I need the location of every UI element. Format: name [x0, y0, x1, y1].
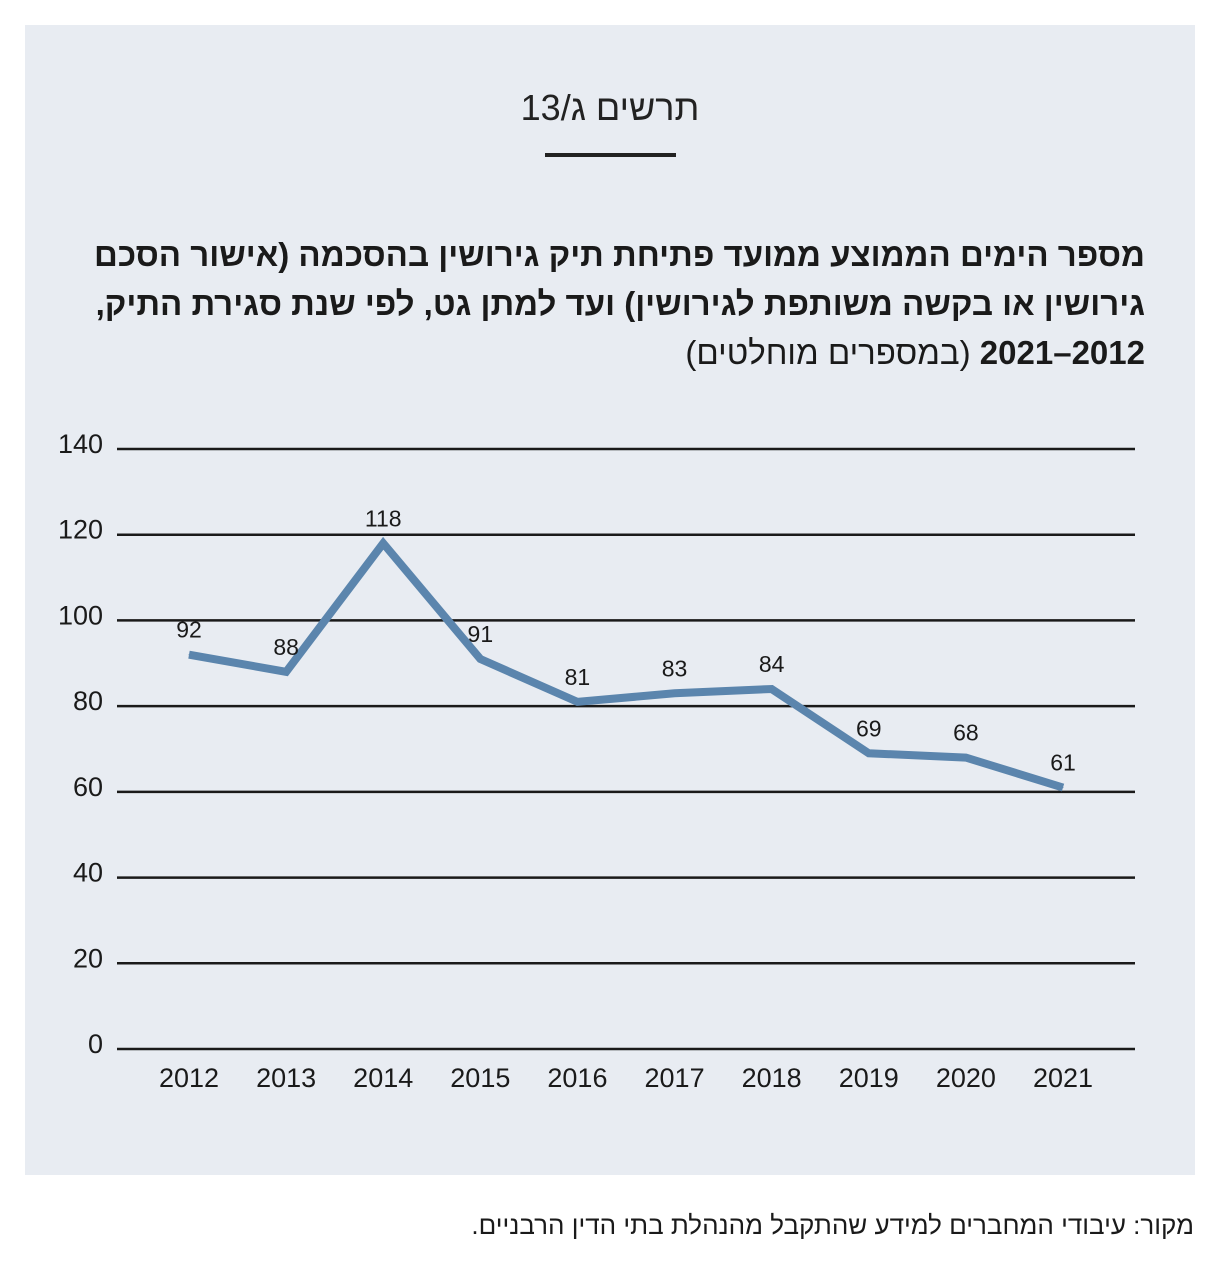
- data-labels: 92 88 118 91 81 83 84 69 68 61: [176, 505, 1076, 775]
- gridlines: [117, 447, 1135, 1051]
- data-label: 68: [953, 720, 979, 746]
- data-label: 84: [759, 651, 785, 677]
- data-label: 83: [662, 655, 688, 681]
- x-tick-label: 2021: [1033, 1063, 1093, 1093]
- data-label: 81: [565, 664, 591, 690]
- data-label: 88: [273, 634, 299, 660]
- y-tick-label: 120: [58, 515, 103, 545]
- data-point: [674, 692, 676, 694]
- data-point: [965, 757, 967, 759]
- x-tick-label: 2020: [936, 1063, 996, 1093]
- x-tick-label: 2017: [645, 1063, 705, 1093]
- data-point: [382, 542, 384, 544]
- y-tick-label: 0: [88, 1029, 103, 1059]
- data-label: 92: [176, 617, 202, 643]
- chart-panel: תרשים ג/13 מספר הימים הממוצע ממועד פתיחת…: [25, 25, 1195, 1175]
- y-axis-ticks: 0 20 40 60 80 100 120 140: [58, 429, 103, 1059]
- figure-label: תרשים ג/13: [520, 87, 700, 128]
- source-note: מקור: עיבודי המחברים למידע שהתקבל מהנהלת…: [471, 1210, 1194, 1240]
- y-tick-label: 60: [73, 772, 103, 802]
- x-tick-label: 2015: [450, 1063, 510, 1093]
- series-line-layer: [188, 536, 1065, 792]
- data-point: [1062, 787, 1064, 789]
- data-point: [188, 654, 190, 656]
- data-label: 118: [365, 505, 402, 531]
- data-point: [479, 658, 481, 660]
- x-tick-label: 2012: [159, 1063, 219, 1093]
- x-tick-label: 2016: [547, 1063, 607, 1093]
- data-point: [771, 688, 773, 690]
- series-line: [188, 536, 1065, 792]
- y-tick-label: 20: [73, 943, 103, 973]
- chart-title-main: מספר הימים הממוצע ממועד פתיחת תיק גירושי…: [94, 236, 1145, 371]
- y-tick-label: 80: [73, 686, 103, 716]
- chart-title-note: (במספרים מוחלטים): [685, 334, 971, 371]
- x-tick-label: 2014: [353, 1063, 413, 1093]
- data-point: [576, 701, 578, 703]
- figure-label-rule: [545, 153, 676, 157]
- x-tick-label: 2013: [256, 1063, 316, 1093]
- data-point: [285, 671, 287, 673]
- y-tick-label: 140: [58, 429, 103, 459]
- x-tick-label: 2018: [742, 1063, 802, 1093]
- data-label: 91: [468, 621, 494, 647]
- chart-title: מספר הימים הממוצע ממועד פתיחת תיק גירושי…: [65, 230, 1145, 377]
- x-axis-ticks: 2012 2013 2014 2015 2016 2017 2018 2019 2020 2021: [159, 1063, 1093, 1093]
- data-label: 69: [856, 715, 882, 741]
- x-tick-label: 2019: [839, 1063, 899, 1093]
- data-label: 61: [1050, 750, 1076, 776]
- y-tick-label: 100: [58, 600, 103, 630]
- data-point: [868, 752, 870, 754]
- y-tick-label: 40: [73, 858, 103, 888]
